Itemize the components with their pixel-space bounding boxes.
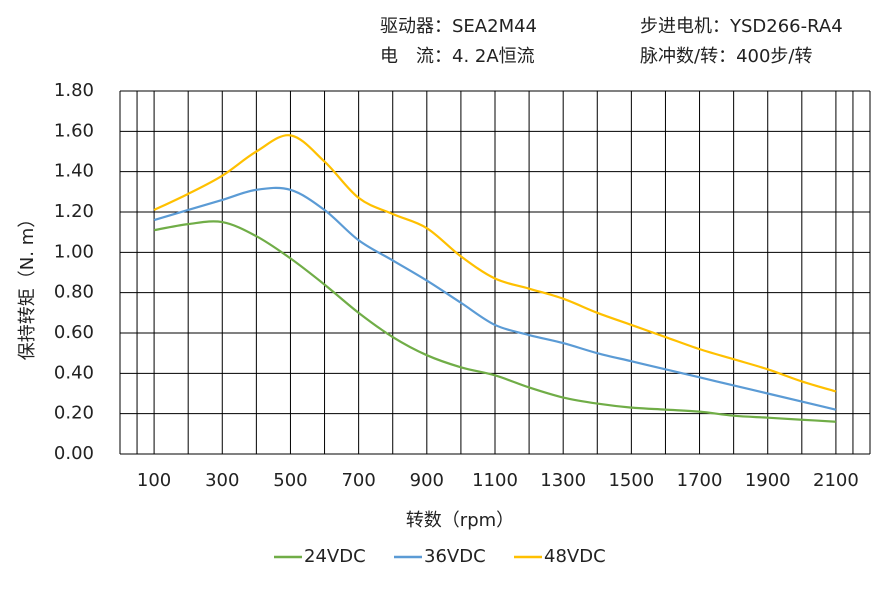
x-tick-label: 1100 bbox=[472, 470, 518, 491]
y-tick-label: 1.00 bbox=[54, 241, 94, 262]
x-tick-label: 1700 bbox=[677, 470, 723, 491]
current-info: 电 流：4. 2A恒流 bbox=[380, 46, 535, 67]
x-tick-label: 100 bbox=[137, 470, 171, 491]
legend-label: 48VDC bbox=[544, 546, 606, 567]
x-tick-label: 700 bbox=[341, 470, 375, 491]
driver-info: 驱动器：SEA2M44 bbox=[380, 16, 537, 37]
y-tick-label: 0.20 bbox=[54, 403, 94, 424]
y-tick-label: 1.20 bbox=[54, 201, 94, 222]
x-tick-label: 2100 bbox=[813, 470, 859, 491]
y-tick-label: 0.40 bbox=[54, 362, 94, 383]
legend-label: 24VDC bbox=[304, 546, 366, 567]
series-line bbox=[153, 134, 837, 393]
y-tick-label: 0.00 bbox=[54, 443, 94, 464]
x-tick-label: 300 bbox=[205, 470, 239, 491]
series-line bbox=[153, 220, 836, 423]
y-tick-label: 1.80 bbox=[54, 80, 94, 101]
pulses-info: 脉冲数/转：400步/转 bbox=[640, 46, 813, 67]
x-tick-label: 900 bbox=[410, 470, 444, 491]
legend-label: 36VDC bbox=[424, 546, 486, 567]
x-tick-label: 1900 bbox=[745, 470, 791, 491]
x-tick-label: 1500 bbox=[608, 470, 654, 491]
motor-info: 步进电机：YSD266-RA4 bbox=[640, 16, 843, 37]
x-tick-label: 500 bbox=[273, 470, 307, 491]
y-axis-label: 保持转矩（N. m） bbox=[17, 210, 38, 360]
series-line bbox=[153, 186, 837, 411]
y-tick-label: 0.80 bbox=[54, 282, 94, 303]
y-tick-label: 1.40 bbox=[54, 161, 94, 182]
x-tick-label: 1300 bbox=[540, 470, 586, 491]
y-tick-label: 1.60 bbox=[54, 120, 94, 141]
y-tick-label: 0.60 bbox=[54, 322, 94, 343]
x-axis-label: 转数（rpm） bbox=[406, 510, 514, 531]
